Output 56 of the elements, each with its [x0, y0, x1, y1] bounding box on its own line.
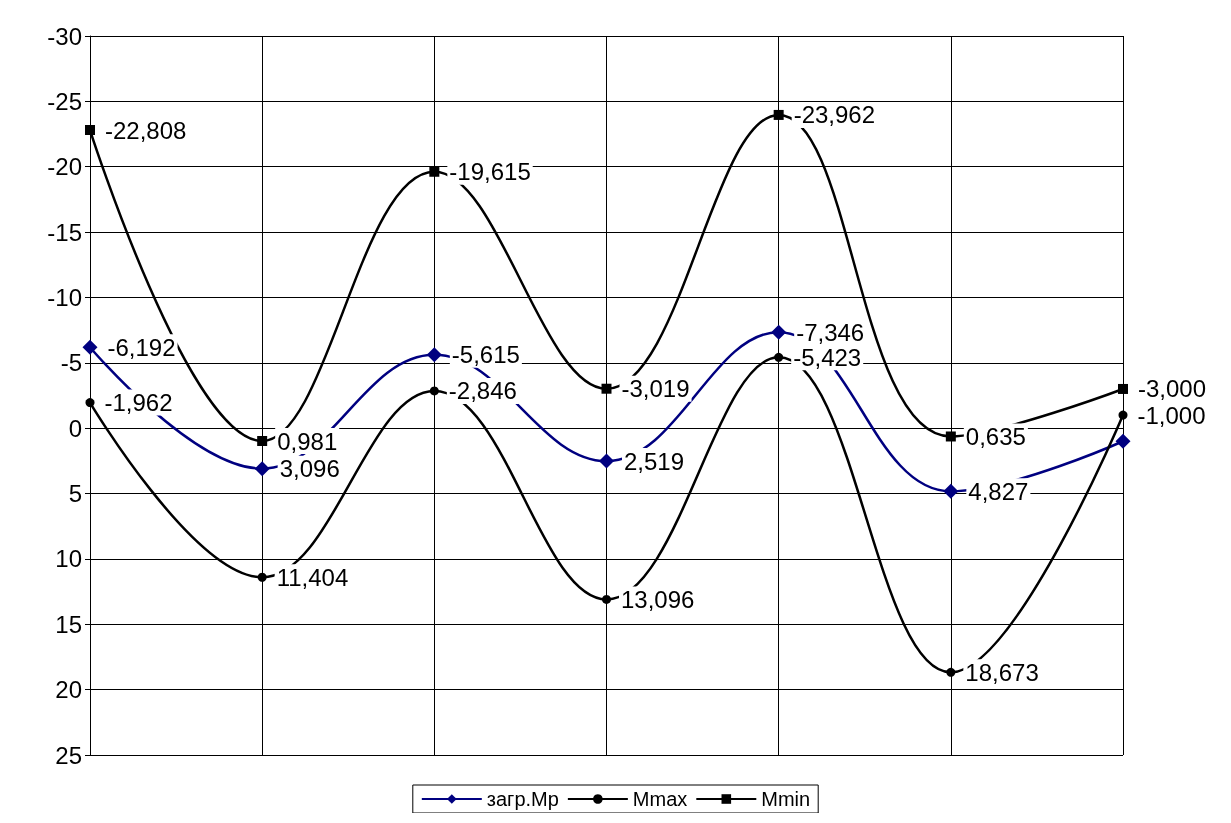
data-label: -5,423: [793, 343, 862, 371]
y-tick-label: -20: [47, 153, 82, 181]
data-label: 18,673: [965, 658, 1039, 686]
point: [945, 431, 956, 442]
data-label: -23,962: [793, 101, 876, 129]
data-label: 0,981: [277, 427, 338, 455]
data-label: 2,519: [624, 447, 685, 475]
point: [426, 347, 442, 363]
data-label: -3,019: [621, 375, 690, 403]
y-tick-label: -30: [47, 22, 82, 50]
point: [85, 125, 95, 136]
point: [257, 436, 268, 447]
data-label: -1,000: [1137, 401, 1206, 429]
point: [254, 461, 270, 477]
point: [774, 352, 784, 362]
point: [85, 398, 95, 408]
data-label: 11,404: [276, 563, 349, 591]
point: [602, 594, 611, 604]
point: [946, 667, 956, 677]
data-label: -7,346: [796, 318, 865, 346]
point: [601, 383, 612, 394]
point: [599, 453, 614, 469]
point: [429, 386, 439, 396]
data-label: 13,096: [621, 585, 695, 613]
data-label: -6,192: [107, 333, 176, 361]
y-tick-label: -10: [47, 283, 82, 311]
data-label: -19,615: [449, 158, 531, 186]
legend-label: Mmax: [632, 788, 688, 810]
y-tick-label: 10: [55, 545, 82, 573]
y-tick-label: 25: [55, 741, 82, 769]
point: [1115, 433, 1131, 449]
data-label: 3,096: [279, 455, 340, 483]
point: [429, 166, 440, 177]
point: [771, 324, 787, 340]
legend-label: Mmin: [761, 788, 811, 810]
y-tick-label: 20: [55, 676, 82, 704]
data-label: -3,000: [1138, 375, 1207, 403]
y-tick-label: -5: [60, 349, 82, 377]
data-label: 4,827: [968, 477, 1029, 505]
data-label: -5,615: [451, 341, 520, 369]
y-tick-label: -15: [47, 218, 82, 246]
data-label: -22,808: [105, 116, 187, 144]
data-label: -1,962: [104, 389, 173, 417]
point: [257, 572, 267, 582]
legend-label: загр.Мр: [486, 788, 559, 810]
point: [82, 339, 98, 355]
y-tick-label: 5: [68, 480, 82, 508]
data-label: -2,846: [448, 377, 517, 405]
y-tick-label: -25: [47, 87, 82, 115]
y-tick-label: 15: [55, 610, 82, 638]
point: [1118, 383, 1128, 394]
point: [943, 483, 959, 499]
data-label: 0,635: [965, 422, 1026, 450]
y-tick-label: 0: [68, 414, 82, 442]
point: [773, 109, 784, 120]
point: [1118, 410, 1128, 420]
